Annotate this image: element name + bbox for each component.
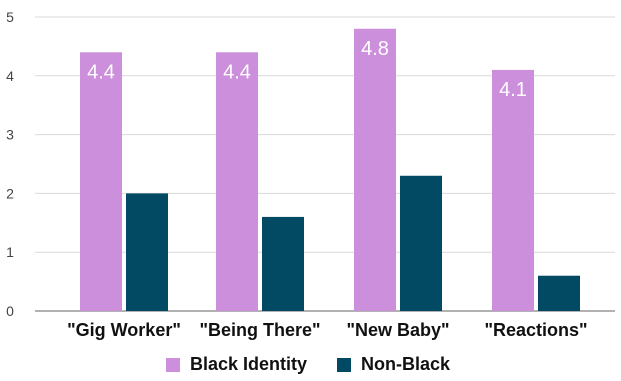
data-labels: 4.4 4.4 4.8 4.1 xyxy=(87,38,527,101)
x-category-label: "Being There" xyxy=(199,320,320,340)
data-label-black-identity-being-there: 4.4 xyxy=(223,61,251,83)
x-axis-category-labels: "Gig Worker" "Being There" "New Baby" "Reac… xyxy=(67,320,587,340)
legend-swatch-black-identity xyxy=(166,358,180,372)
x-category-label: "Gig Worker" xyxy=(67,320,181,340)
bar-black-identity-gig-worker xyxy=(80,52,122,311)
y-tick-label: 0 xyxy=(6,303,14,319)
y-tick-label: 1 xyxy=(6,244,14,260)
y-tick-label: 2 xyxy=(6,185,14,201)
y-tick-label: 4 xyxy=(6,68,14,84)
y-axis-tick-labels: 0 1 2 3 4 5 xyxy=(6,9,14,319)
x-category-label: "Reactions" xyxy=(484,320,587,340)
legend-label-black-identity: Black Identity xyxy=(190,354,307,374)
bar-black-identity-reactions xyxy=(492,69,534,311)
bar-black-identity-new-baby xyxy=(354,28,396,311)
bar-non-black-new-baby xyxy=(400,175,442,311)
bar-non-black-reactions xyxy=(538,275,580,311)
y-tick-label: 3 xyxy=(6,127,14,143)
legend-swatch-non-black xyxy=(337,358,351,372)
data-label-black-identity-reactions: 4.1 xyxy=(499,79,527,101)
data-label-black-identity-new-baby: 4.8 xyxy=(361,38,389,60)
x-category-label: "New Baby" xyxy=(346,320,449,340)
bar-non-black-being-there xyxy=(262,216,304,311)
data-label-black-identity-gig-worker: 4.4 xyxy=(87,61,115,83)
y-tick-label: 5 xyxy=(6,9,14,25)
bars xyxy=(80,28,580,311)
bar-black-identity-being-there xyxy=(216,52,258,311)
bar-non-black-gig-worker xyxy=(126,193,168,311)
legend: Black Identity Non-Black xyxy=(166,354,451,374)
legend-label-non-black: Non-Black xyxy=(361,354,451,374)
